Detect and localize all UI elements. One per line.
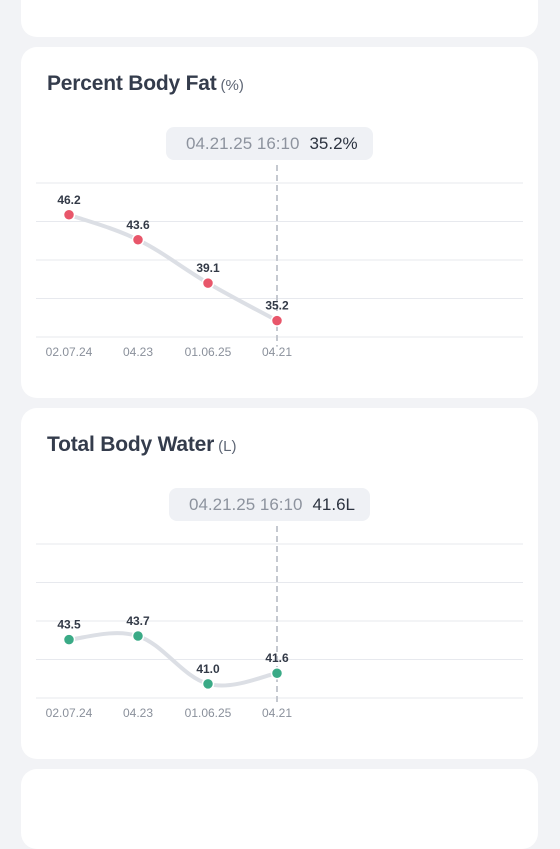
data-label: 43.6 [126,218,150,232]
data-point [131,629,145,643]
body-fat-card: Percent Body Fat (%) 04.21.25 16:10 35.2%… [21,47,538,398]
body-water-header: Total Body Water (L) [47,433,236,457]
x-tick-label: 01.06.25 [185,345,232,359]
chart-tooltip: 04.21.25 16:10 41.6L [169,488,370,521]
x-tick-label: 02.07.24 [46,706,93,720]
data-label: 39.1 [196,261,220,275]
body-water-card: Total Body Water (L) 04.21.25 16:10 41.6L… [21,408,538,759]
data-point [270,314,284,327]
body-fat-chart[interactable]: 46.2 43.6 39.1 35.2 02.07.24 04.23 01.06.25 04.… [21,47,538,398]
x-tick-label: 04.21 [262,706,292,720]
data-label: 41.0 [196,662,220,676]
card-title: Percent Body Fat [47,72,217,95]
data-label: 46.2 [57,193,81,207]
x-tick-label: 04.21 [262,345,292,359]
tooltip-value: 35.2% [309,133,358,153]
series-line [67,631,279,688]
data-label: 41.6 [265,651,289,665]
card-unit: (L) [218,438,237,455]
x-tick-label: 04.23 [123,345,153,359]
data-point [270,666,284,680]
tooltip-date: 04.21.25 16:10 [186,133,300,153]
data-point [62,208,76,222]
previous-card [21,0,538,37]
tooltip-value: 41.6L [312,494,355,514]
card-unit: (%) [220,77,244,94]
body-fat-header: Percent Body Fat (%) [47,72,244,96]
next-card [21,769,538,849]
card-title: Total Body Water [47,433,215,456]
data-label: 35.2 [265,299,289,313]
data-point [62,633,76,646]
data-point [201,677,215,691]
tooltip-date: 04.21.25 16:10 [189,494,303,514]
chart-tooltip: 04.21.25 16:10 35.2% [166,127,373,160]
series-line [67,212,279,323]
data-point [131,233,145,247]
x-tick-label: 02.07.24 [46,345,93,359]
x-tick-label: 04.23 [123,706,153,720]
body-water-chart[interactable]: 43.5 43.7 41.0 41.6 02.07.24 04.23 01.06.25 04.… [21,408,538,759]
data-point [201,276,215,290]
data-label: 43.7 [126,614,150,628]
x-tick-label: 01.06.25 [185,706,232,720]
data-label: 43.5 [57,618,81,632]
